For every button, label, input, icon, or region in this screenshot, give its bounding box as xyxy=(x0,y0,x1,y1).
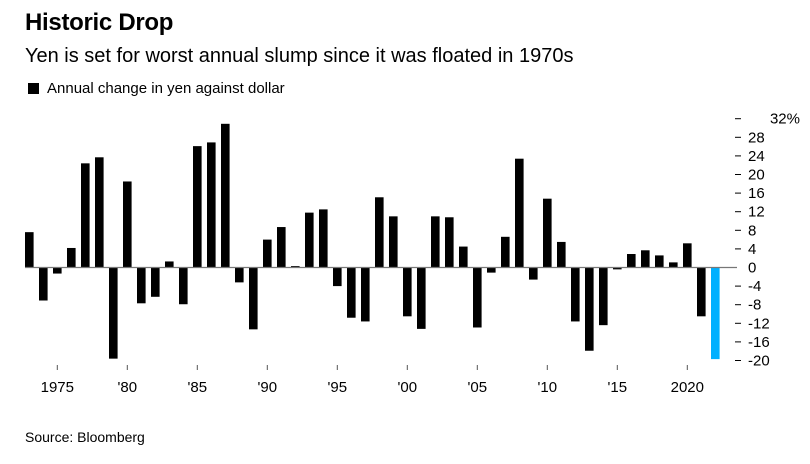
y-tick-label: 20 xyxy=(748,167,765,184)
bar-1976 xyxy=(67,247,76,268)
y-tick-label: 8 xyxy=(748,222,756,239)
bar-1983 xyxy=(165,261,174,268)
bar-1975 xyxy=(53,267,62,274)
x-tick-label: '95 xyxy=(328,379,348,396)
bar-1997 xyxy=(361,267,370,322)
bar-2014 xyxy=(599,267,608,326)
y-tick-label: 4 xyxy=(748,241,756,258)
y-tick-label: 28 xyxy=(748,129,765,146)
bar-1973 xyxy=(25,232,34,268)
bar-1987 xyxy=(221,123,230,268)
bar-1995 xyxy=(333,267,342,287)
bar-2000 xyxy=(403,267,412,317)
bar-2016 xyxy=(627,254,636,268)
bar-1988 xyxy=(235,267,244,283)
bar-2002 xyxy=(431,216,440,268)
bar-1991 xyxy=(277,227,286,268)
bar-2021 xyxy=(697,267,706,317)
x-tick-label: '10 xyxy=(538,379,558,396)
bar-1986 xyxy=(207,142,216,268)
bar-1989 xyxy=(249,267,258,330)
y-tick-label: 12 xyxy=(748,204,765,221)
bar-1998 xyxy=(375,197,384,268)
bar-1980 xyxy=(123,181,132,268)
y-tick-label: 16 xyxy=(748,185,765,202)
chart-title: Historic Drop xyxy=(25,9,174,36)
bar-1981 xyxy=(137,267,146,304)
y-tick-label: -8 xyxy=(748,297,761,314)
y-tick-label: -16 xyxy=(748,334,770,351)
bar-2003 xyxy=(445,217,454,268)
bar-2020 xyxy=(683,243,692,268)
x-tick-label: '15 xyxy=(608,379,628,396)
legend: Annual change in yen against dollar xyxy=(28,80,285,97)
bar-2011 xyxy=(557,241,566,268)
bar-1992 xyxy=(291,266,300,268)
bar-2017 xyxy=(641,250,650,268)
y-tick-label: 0 xyxy=(748,260,756,277)
bar-1985 xyxy=(193,146,202,268)
bar-1977 xyxy=(81,163,90,268)
bar-1974 xyxy=(39,267,48,301)
bar-2005 xyxy=(473,267,482,328)
bar-2010 xyxy=(543,198,552,268)
bar-1993 xyxy=(305,212,314,268)
x-tick-label: '80 xyxy=(118,379,138,396)
bar-2007 xyxy=(501,236,510,268)
x-tick-label: '90 xyxy=(258,379,278,396)
x-tick-label: '85 xyxy=(188,379,208,396)
bar-1999 xyxy=(389,216,398,268)
bar-2004 xyxy=(459,246,468,268)
x-axis: 1975 '80 '85 '90 '95 '00 '05 '10 '15 2020 xyxy=(41,365,704,396)
chart-subtitle: Yen is set for worst annual slump since … xyxy=(25,45,574,67)
bar-2001 xyxy=(417,267,426,329)
y-tick-label: -4 xyxy=(748,278,761,295)
bar-2018 xyxy=(655,255,664,268)
bar-2022 xyxy=(711,267,720,360)
x-tick-label: 2020 xyxy=(671,379,704,396)
bars-group xyxy=(25,123,720,360)
bar-1996 xyxy=(347,267,356,318)
x-tick-label: 1975 xyxy=(41,379,74,396)
bar-1994 xyxy=(319,209,328,268)
bar-2008 xyxy=(515,158,524,268)
x-tick-label: '00 xyxy=(398,379,418,396)
bar-2019 xyxy=(669,262,678,268)
y-tick-label: 24 xyxy=(748,148,765,165)
bar-1982 xyxy=(151,267,160,297)
y-tick-label: 32% xyxy=(770,111,800,128)
legend-label: Annual change in yen against dollar xyxy=(47,80,285,97)
bar-1979 xyxy=(109,267,118,359)
bar-1978 xyxy=(95,157,104,268)
bar-1984 xyxy=(179,267,188,305)
source-note: Source: Bloomberg xyxy=(25,429,145,445)
bar-2006 xyxy=(487,267,496,273)
bar-2015 xyxy=(613,267,622,270)
bar-2009 xyxy=(529,267,538,280)
x-tick-label: '05 xyxy=(468,379,488,396)
y-tick-label: -12 xyxy=(748,315,770,332)
bar-1990 xyxy=(263,239,272,268)
y-tick-label: -20 xyxy=(748,353,770,370)
bar-2013 xyxy=(585,267,594,351)
bar-2012 xyxy=(571,267,580,322)
legend-swatch-icon xyxy=(28,83,39,94)
